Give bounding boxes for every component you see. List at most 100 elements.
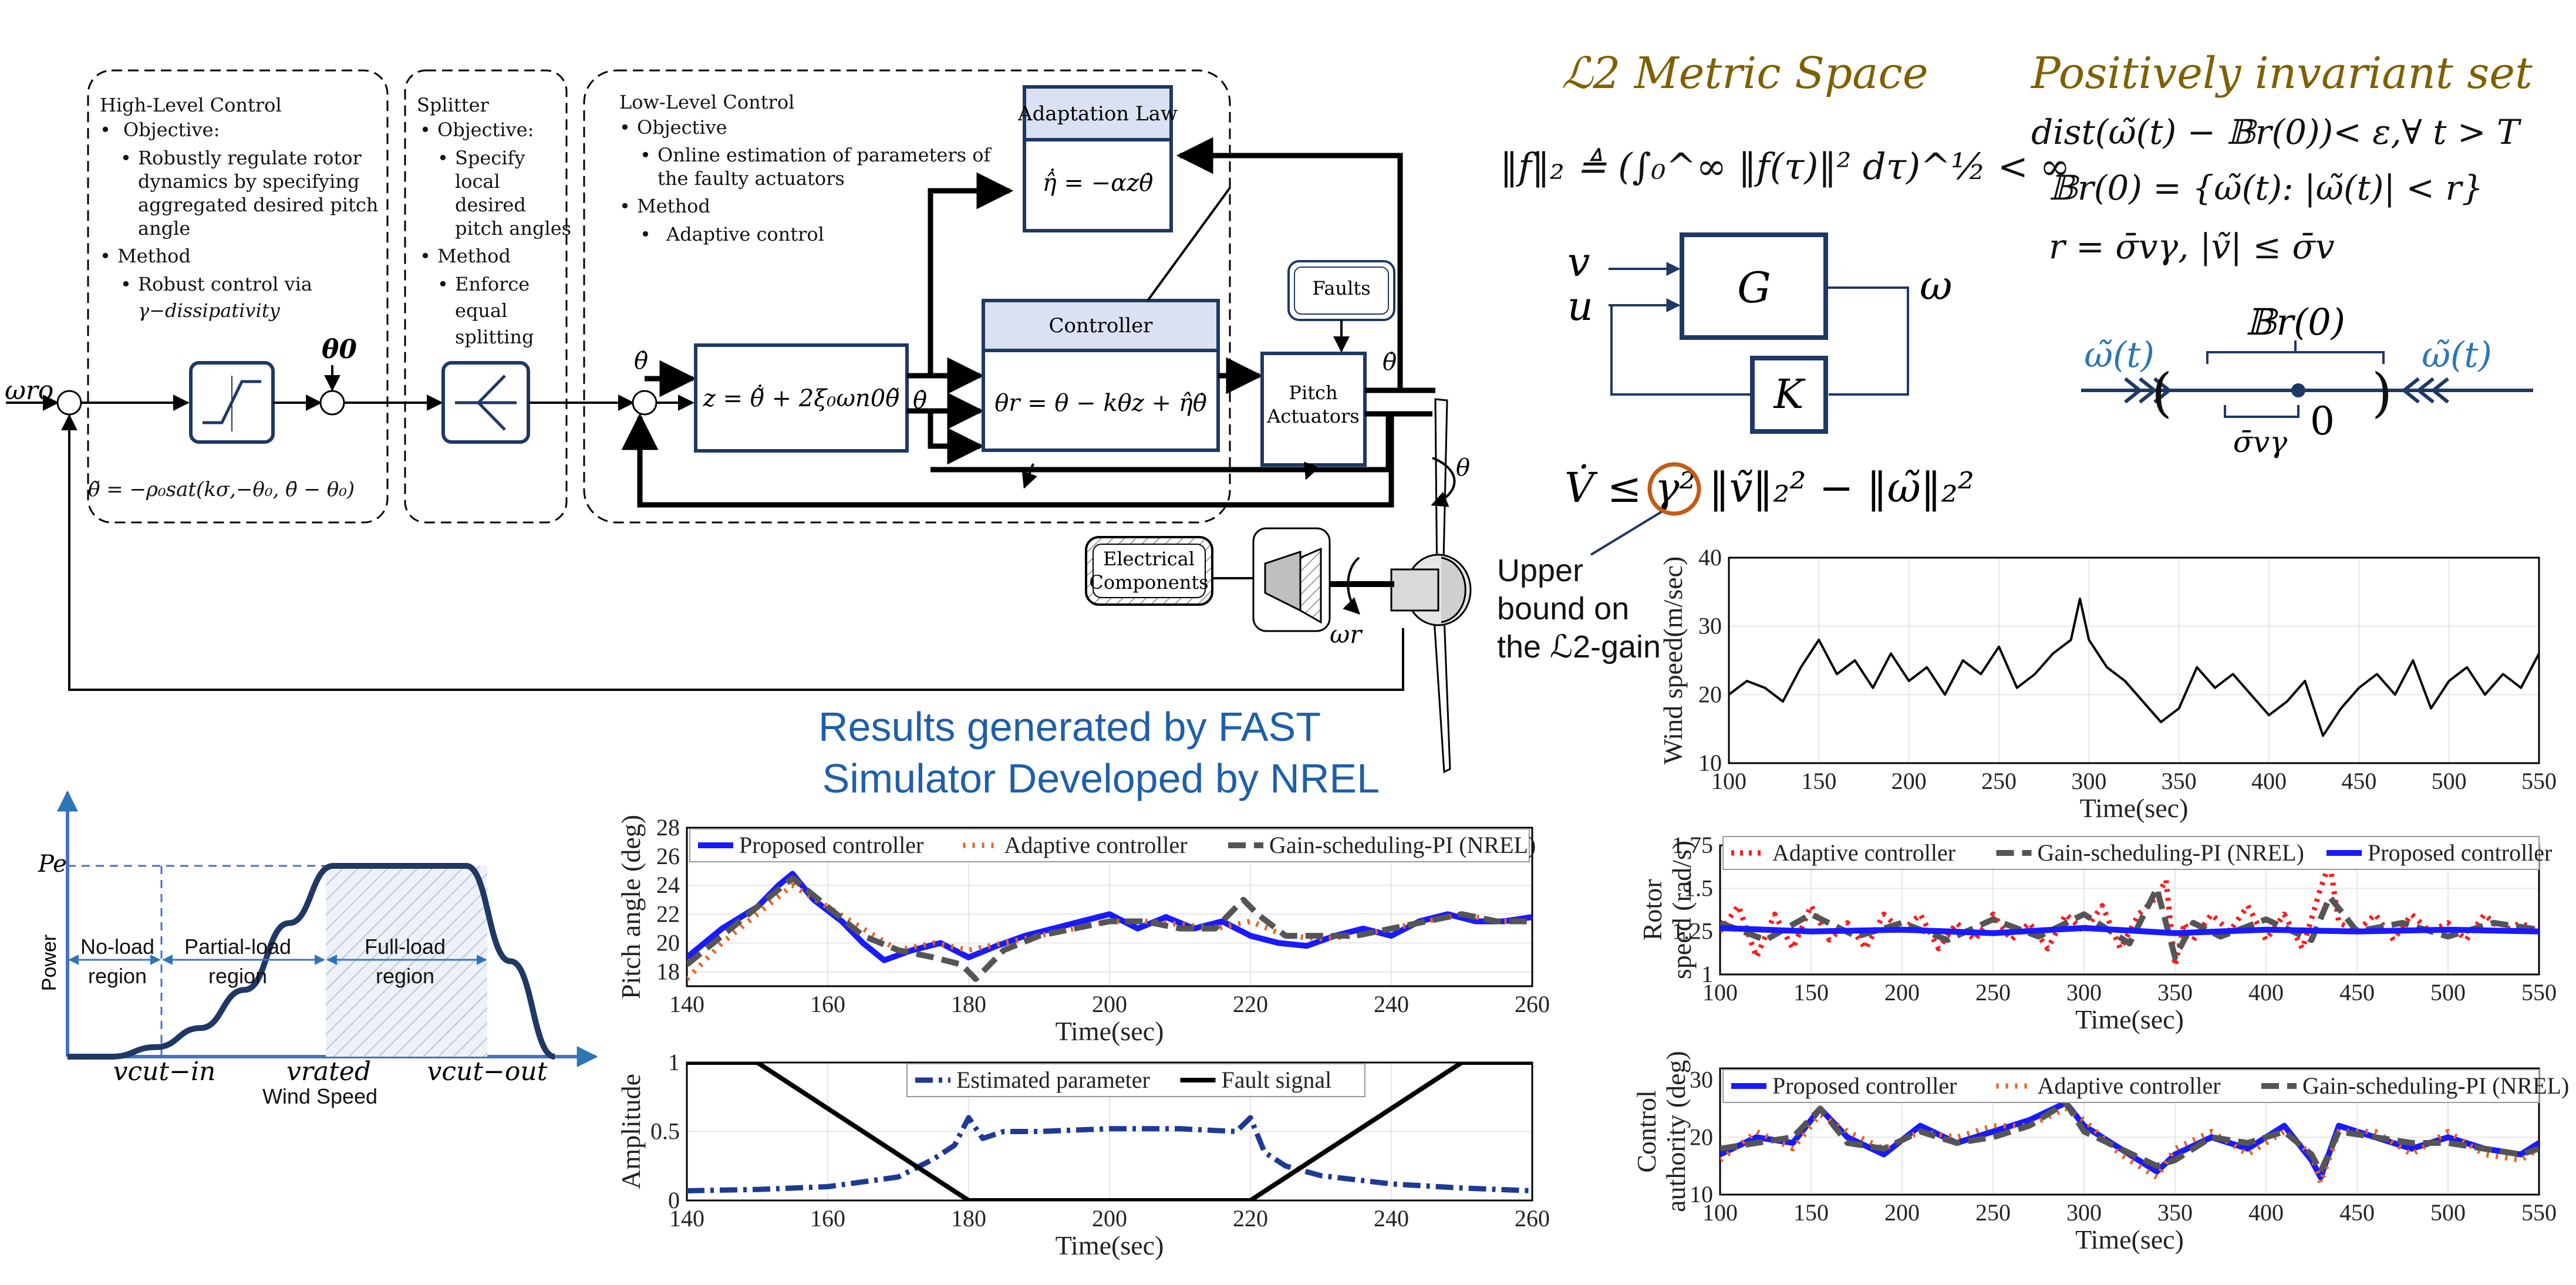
output-omega-label: ω	[1920, 263, 1952, 309]
legend-label: Gain-scheduling-PI (NREL)	[2302, 1072, 2569, 1099]
legend	[1722, 1069, 2540, 1103]
adaptation-law-label: Adaptation Law	[1017, 102, 1178, 126]
x-tick-label: 140	[669, 1205, 704, 1232]
x-tick-label: 250	[1975, 1199, 2011, 1226]
y-tick-label: 28	[656, 814, 680, 841]
high-level-method-bullet: •	[100, 245, 111, 267]
theta-dot-mid-label: θ̇	[913, 387, 927, 414]
plot-area	[1728, 557, 2540, 764]
x-tick-label: 550	[2521, 979, 2557, 1006]
legend-label: Adaptive controller	[2038, 1072, 2221, 1099]
legend-label: Gain-scheduling-PI (NREL)	[2038, 839, 2304, 866]
y-axis-label: Wind speed(m/sec)	[1658, 557, 1688, 765]
legend	[1722, 836, 2540, 870]
y-axis-label: authority (deg)	[1661, 1051, 1691, 1212]
wind-turbine-icon: θ	[1390, 398, 1472, 774]
plant-label: G	[1737, 263, 1771, 312]
x-tick-label: 300	[2071, 768, 2106, 794]
splitter-objective-line: local	[455, 170, 500, 193]
plant-block-G	[1680, 232, 1828, 340]
power-xlabel: Wind Speed	[262, 1084, 377, 1108]
sliding-variable-equation: z = θ̃̇ + 2ξ₀ωn0θ̃	[703, 385, 899, 412]
splitter-objective: Objective:	[437, 119, 534, 141]
x-tick-label: 550	[2521, 1199, 2557, 1226]
radius-definition: r = σ̄vγ, |ṽ| ≤ σ̄v	[2049, 227, 2335, 267]
fault-estimation-chart: 140 160 180 200 220 240 260 0 0.5 1 Time(sec) Ampli…	[616, 1049, 1550, 1260]
series-line	[1729, 598, 2539, 737]
low-level-method-bullet: •	[619, 195, 630, 217]
legend	[689, 828, 1530, 862]
x-tick-label: 250	[1981, 768, 2017, 794]
x-tick-label: 300	[2066, 979, 2102, 1006]
theta-output-label: θ	[1456, 454, 1470, 481]
y-tick-label: 0	[668, 1187, 680, 1213]
svg-text:(: (	[2152, 362, 2172, 424]
high-level-method-line: Robust control via	[138, 273, 312, 295]
gamma-note: bound on	[1497, 591, 1629, 626]
x-tick-label: 350	[2157, 1199, 2193, 1226]
x-tick-label: 260	[1515, 991, 1550, 1017]
splitter-title: Splitter	[417, 94, 490, 116]
low-level-title: Low-Level Control	[619, 91, 794, 113]
high-level-objective: Objective:	[123, 119, 220, 141]
y-tick-label: 20	[656, 929, 680, 956]
x-tick-label: 160	[810, 991, 845, 1017]
x-tick-label: 500	[2430, 1199, 2466, 1226]
y-tick-label: 10	[1698, 750, 1722, 776]
series-line	[1720, 885, 2539, 960]
low-level-method: Method	[637, 195, 710, 217]
x-tick-label: 240	[1374, 1205, 1409, 1232]
omega-ro-label: ωro	[5, 376, 53, 406]
y-tick-label: 20	[1690, 1124, 1713, 1150]
controller-equation: θr = θ − kθz + η̂θ̇	[994, 390, 1207, 417]
electrical-components-label: Components	[1089, 571, 1208, 593]
pitch-actuators-label: Actuators	[1266, 405, 1359, 427]
x-axis-label: Time(sec)	[2075, 1225, 2184, 1254]
power-x-tick: vcut−in	[113, 1057, 216, 1087]
high-level-objective-line: Robustly regulate rotor	[138, 147, 362, 169]
y-tick-label: 1	[668, 1049, 680, 1075]
x-tick-label: 150	[1793, 979, 1829, 1006]
x-tick-label: 450	[2341, 768, 2376, 794]
x-tick-label: 500	[2432, 768, 2467, 794]
region-label: Full-load	[365, 935, 446, 959]
x-tick-label: 150	[1801, 768, 1836, 794]
y-tick-label: 22	[656, 900, 680, 927]
controller-block-K	[1750, 356, 1828, 434]
series-line	[1720, 1099, 2539, 1175]
x-tick-label: 550	[2521, 768, 2557, 794]
y-tick-label: 20	[1698, 681, 1722, 707]
omega-left-label: ω̃(t)	[2084, 335, 2154, 376]
low-level-objective: Objective	[637, 116, 727, 139]
x-tick-label: 400	[2248, 1199, 2284, 1226]
omega-right-label: ω̃(t)	[2422, 335, 2492, 376]
series-line	[1720, 1105, 2539, 1186]
x-tick-label: 100	[1702, 979, 1738, 1006]
control-block-diagram: High-Level Control • Objective: • Robust…	[5, 69, 1472, 801]
legend-label: Proposed controller	[739, 832, 923, 858]
radius-label: σ̄vγ	[2233, 425, 2287, 459]
power-curve-line	[67, 862, 556, 1060]
low-level-objective-line: Online estimation of parameters of	[658, 144, 992, 166]
high-level-box	[87, 69, 389, 524]
invariant-title: Positively invariant set	[2030, 48, 2533, 99]
results-title: Simulator Developed by NREL	[822, 756, 1380, 801]
y-tick-label: 1	[1701, 961, 1713, 987]
controller-label-K: K	[1773, 372, 1806, 418]
sliding-variable-block	[694, 343, 909, 453]
splitter-method-line: equal	[455, 299, 507, 322]
high-level-objective-line: aggregated desired pitch	[138, 194, 378, 216]
y-tick-label: 1.25	[1672, 918, 1713, 945]
x-tick-label: 200	[1884, 1199, 1920, 1226]
high-level-method: Method	[117, 245, 191, 267]
splitter-method: Method	[437, 245, 511, 267]
high-level-objective-line: dynamics by specifying	[138, 170, 359, 193]
y-tick-label: 30	[1690, 1067, 1713, 1093]
y-tick-label: 10	[1690, 1181, 1713, 1208]
legend-label: Fault signal	[1222, 1067, 1332, 1093]
power-ylabel: Power	[38, 935, 60, 991]
controller-label: Controller	[1049, 314, 1154, 338]
faults-label: Faults	[1312, 277, 1370, 299]
theory-panel: ℒ2 Metric Space ‖f‖₂ ≜ (∫₀^∞ ‖f(τ)‖² dτ)…	[1497, 48, 2533, 665]
